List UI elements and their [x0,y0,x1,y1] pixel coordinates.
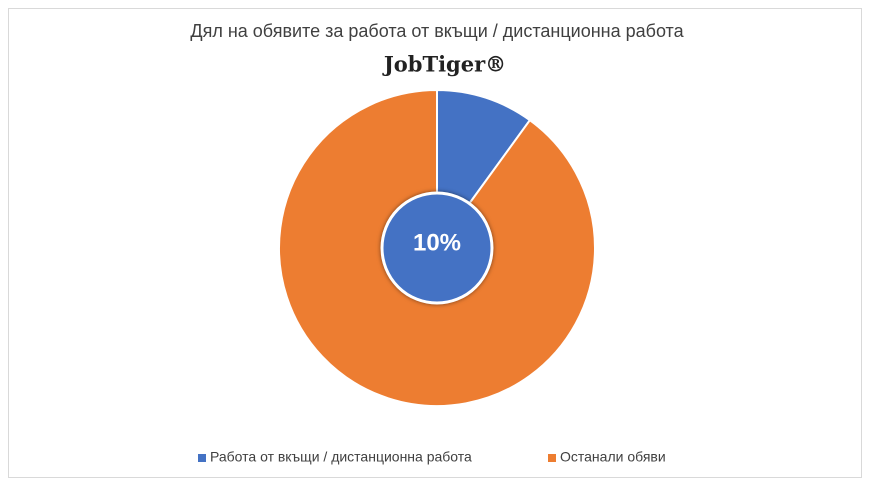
chart-title: Дял на обявите за работа от вкъщи / дист… [190,21,684,41]
legend-label: Останали обяви [560,449,666,465]
legend-swatch [548,454,556,462]
value-label: 10% [413,229,461,256]
legend-swatch [198,454,206,462]
logo-text: JobTiger® [382,52,506,77]
value-label-bubble [380,191,494,305]
legend-label: Работа от вкъщи / дистанционна работа [210,449,472,465]
